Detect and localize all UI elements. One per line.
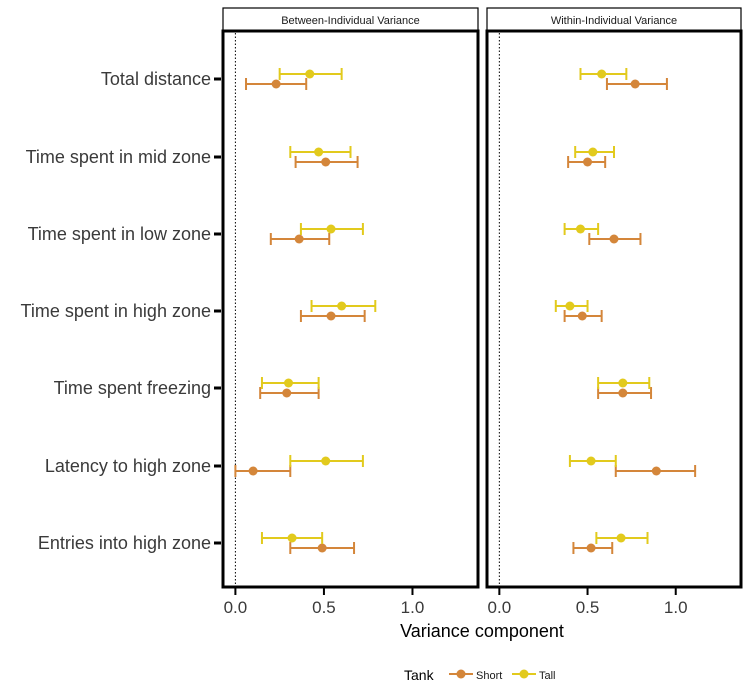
point-tall-time-spent-in-low-zone [326,224,336,234]
point-tall-time-spent-in-high-zone [565,301,575,311]
x-tick-label: 0.5 [576,598,600,617]
x-tick-label: 0.0 [224,598,248,617]
point-short-time-spent-in-high-zone [577,311,587,321]
x-tick-label: 0.0 [488,598,512,617]
x-axis-title: Variance component [400,621,564,641]
point-tall-time-spent-in-mid-zone [588,147,598,157]
panel-border [221,29,480,589]
point-tall-total-distance [305,69,315,79]
legend-label-tall: Tall [539,670,556,682]
point-tall-time-spent-freezing [618,378,628,388]
point-short-total-distance [630,79,640,89]
point-short-time-spent-in-low-zone [609,234,619,244]
y-tick-label-latency-to-high-zone: Latency to high zone [45,456,211,476]
legend-label-short: Short [476,670,502,682]
point-short-time-spent-in-low-zone [294,234,304,244]
point-short-time-spent-in-mid-zone [583,157,593,167]
point-tall-latency-to-high-zone [586,456,596,466]
x-tick-label: 1.0 [401,598,425,617]
panel-border [485,29,743,589]
legend-key-point-short [456,669,466,679]
point-tall-entries-into-high-zone [287,533,297,543]
legend-title: Tank [404,667,435,683]
point-tall-time-spent-in-mid-zone [314,147,324,157]
point-short-latency-to-high-zone [651,466,661,476]
facet-strip-title: Within-Individual Variance [551,15,677,27]
point-tall-total-distance [597,69,607,79]
y-tick-label-entries-into-high-zone: Entries into high zone [38,533,211,553]
point-tall-entries-into-high-zone [616,533,626,543]
point-tall-time-spent-freezing [284,378,294,388]
point-short-total-distance [271,79,281,89]
point-tall-latency-to-high-zone [321,456,331,466]
y-tick-label-time-spent-freezing: Time spent freezing [54,378,211,398]
point-short-entries-into-high-zone [586,543,596,553]
y-tick-label-time-spent-in-mid-zone: Time spent in mid zone [26,147,211,167]
point-tall-time-spent-in-high-zone [337,301,347,311]
facet-within-individual-variance: Within-Individual Variance 0.0 0.5 1.0 [485,7,743,617]
x-tick-label: 1.0 [664,598,688,617]
point-tall-time-spent-in-low-zone [575,224,585,234]
y-tick-label-total-distance: Total distance [101,69,211,89]
y-tick-label-time-spent-in-low-zone: Time spent in low zone [28,224,211,244]
point-short-time-spent-freezing [282,388,292,398]
x-tick-label: 0.5 [312,598,336,617]
y-axis-labels: Total distance Time spent in mid zone Time… [21,69,221,553]
point-short-time-spent-in-high-zone [326,311,336,321]
point-short-latency-to-high-zone [248,466,258,476]
legend-key-point-tall [519,669,529,679]
y-tick-label-time-spent-in-high-zone: Time spent in high zone [21,301,211,321]
point-short-time-spent-freezing [618,388,628,398]
point-short-time-spent-in-mid-zone [321,157,331,167]
facet-strip-title: Between-Individual Variance [281,15,420,27]
legend: Tank Short Tall [404,667,556,683]
facet-between-individual-variance: Between-Individual Variance 0.0 0.5 1.0 [221,7,480,617]
point-short-entries-into-high-zone [317,543,327,553]
